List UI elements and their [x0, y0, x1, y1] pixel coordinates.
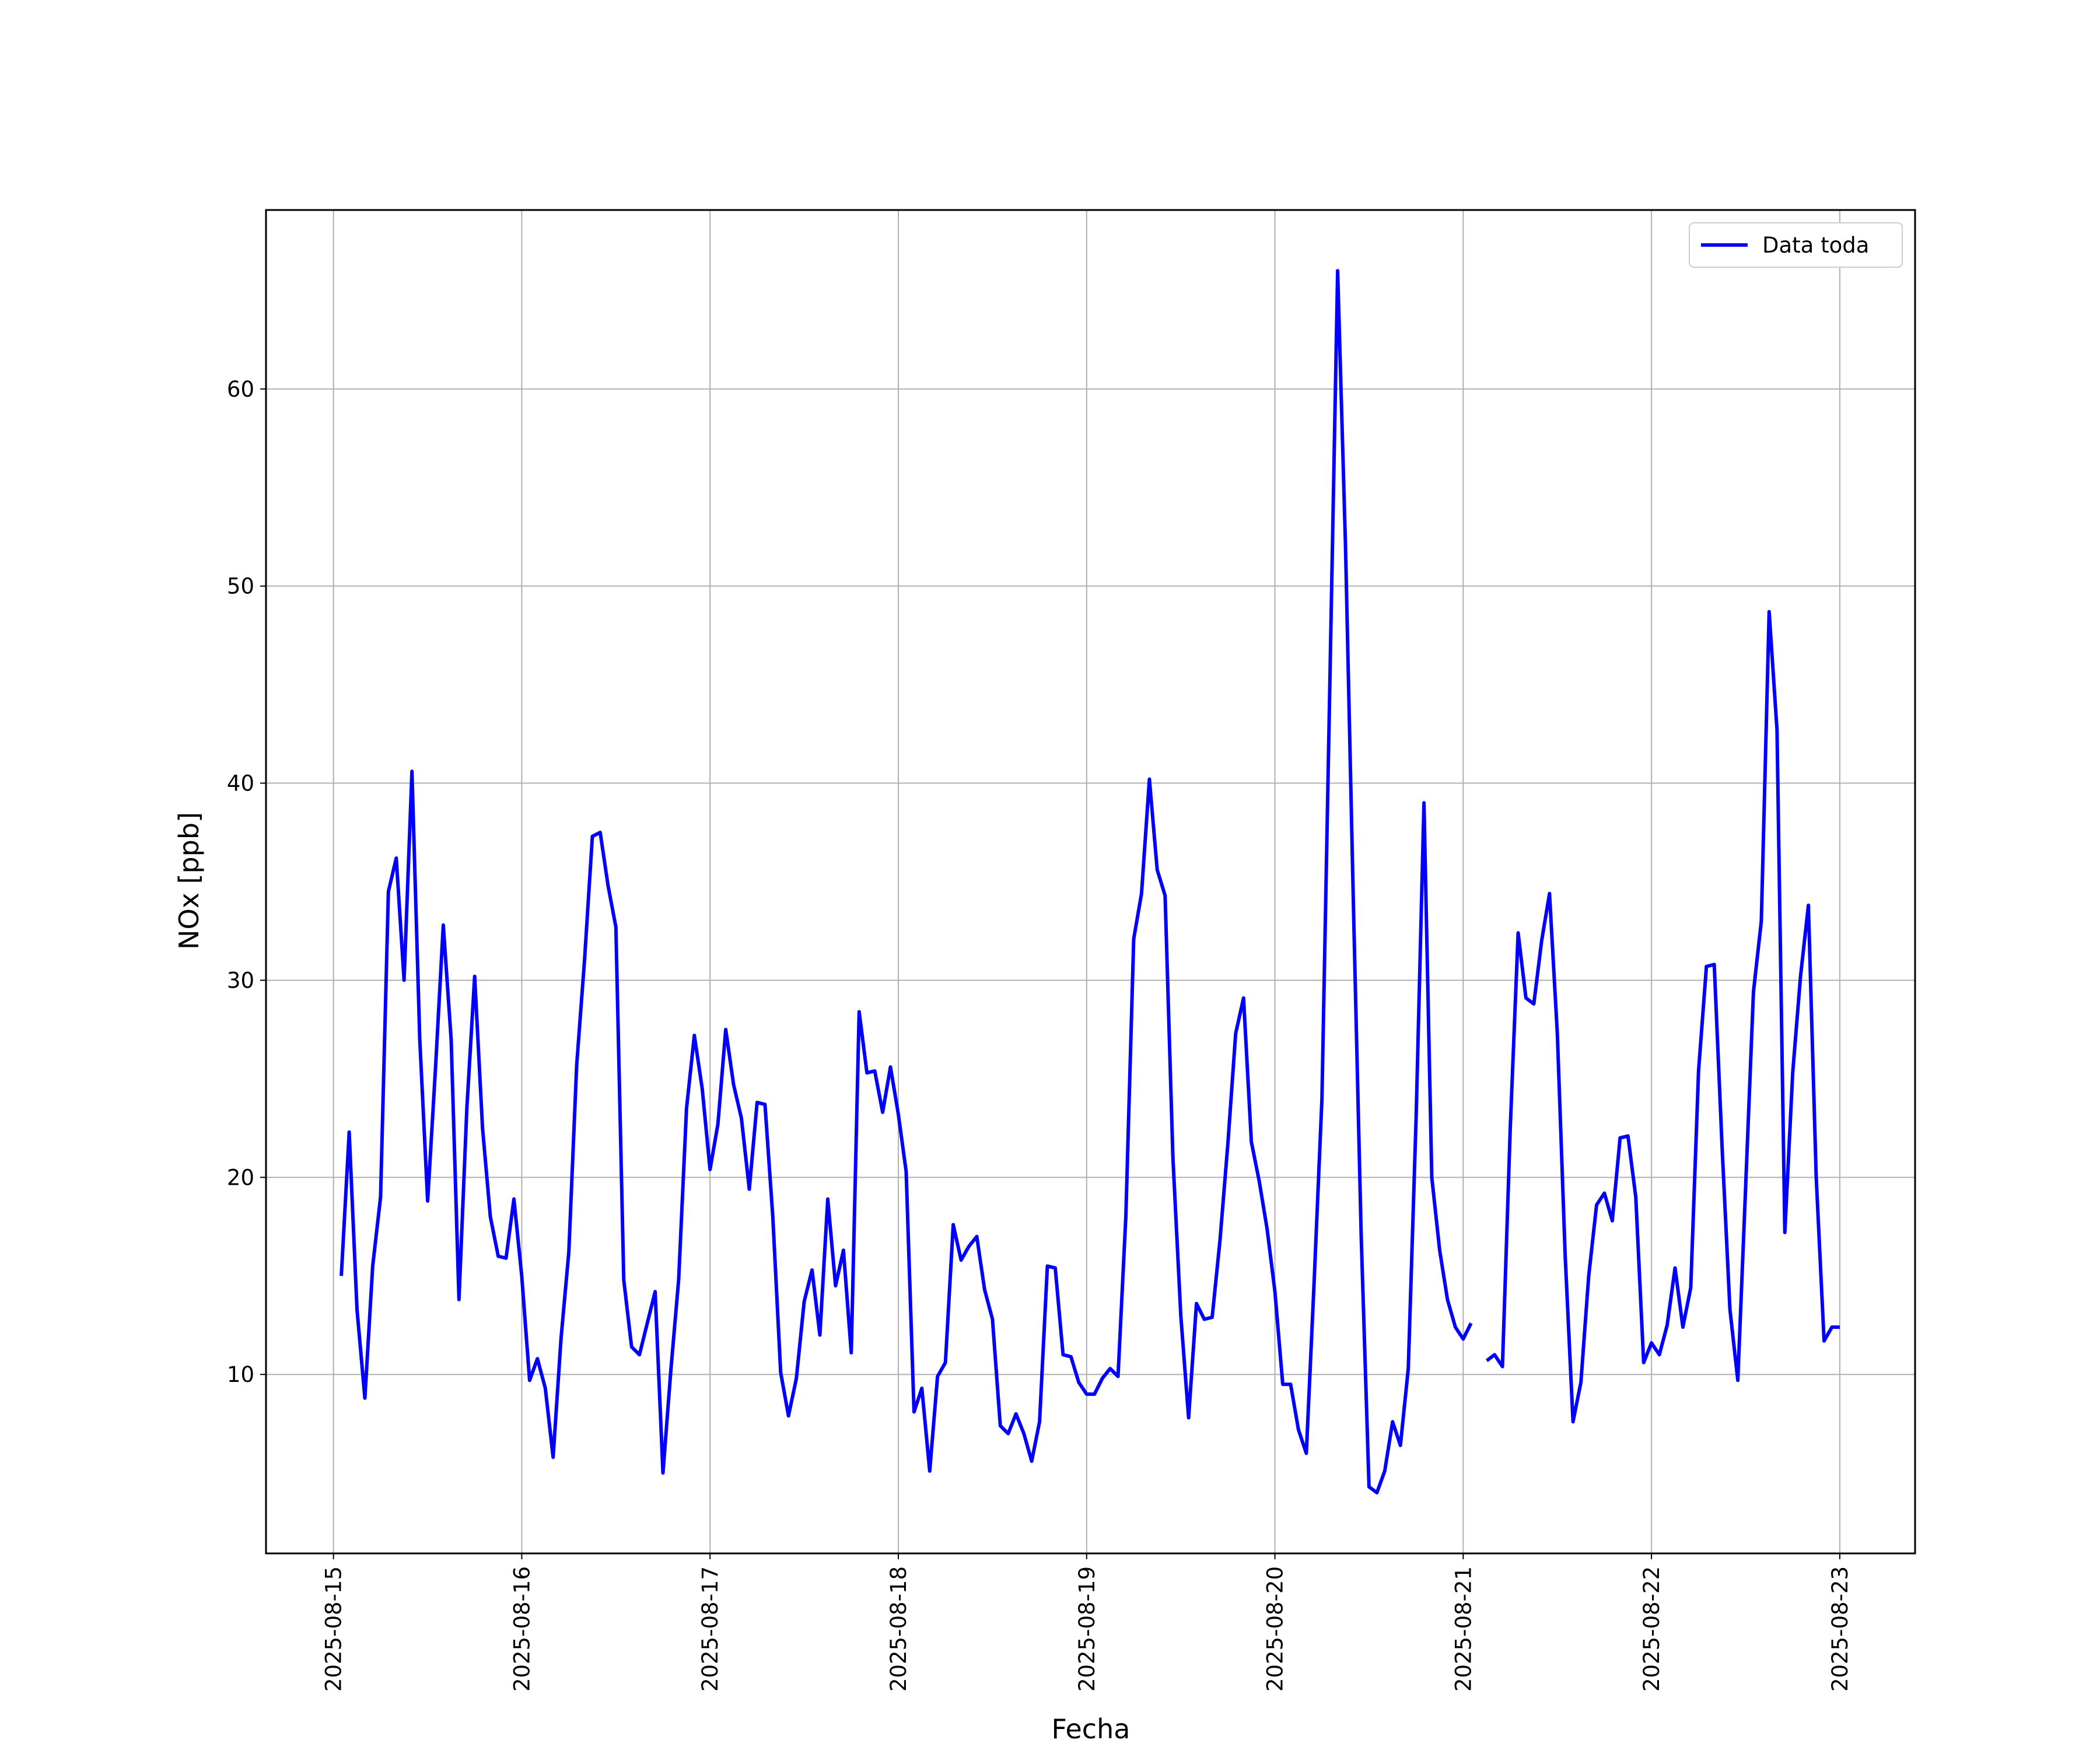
x-tick-label: 2025-08-23 — [1828, 1566, 1853, 1692]
y-axis-label: NOx [ppb] — [173, 812, 205, 950]
data-line — [340, 269, 1840, 1494]
legend: Data toda — [1689, 222, 1903, 268]
y-tick-label: 10 — [227, 1362, 254, 1387]
y-tick-label: 30 — [227, 968, 254, 993]
x-tick-label: 2025-08-20 — [1263, 1566, 1288, 1692]
legend-label: Data toda — [1762, 233, 1869, 258]
y-tick-label: 20 — [227, 1165, 254, 1190]
x-tick-label: 2025-08-21 — [1451, 1566, 1476, 1692]
x-tick-label: 2025-08-19 — [1074, 1566, 1100, 1692]
x-tick-label: 2025-08-15 — [321, 1566, 346, 1692]
x-tick-label: 2025-08-16 — [509, 1566, 534, 1692]
x-tick-label: 2025-08-18 — [886, 1566, 911, 1692]
y-tick-label: 50 — [227, 574, 254, 599]
x-tick-label: 2025-08-22 — [1639, 1566, 1664, 1692]
plot-frame — [265, 209, 1916, 1555]
x-tick-label: 2025-08-17 — [698, 1566, 723, 1692]
legend-box — [1689, 222, 1903, 268]
y-tick-label: 40 — [227, 771, 254, 796]
x-axis-label: Fecha — [1052, 1713, 1130, 1745]
y-tick-label: 60 — [227, 377, 254, 402]
